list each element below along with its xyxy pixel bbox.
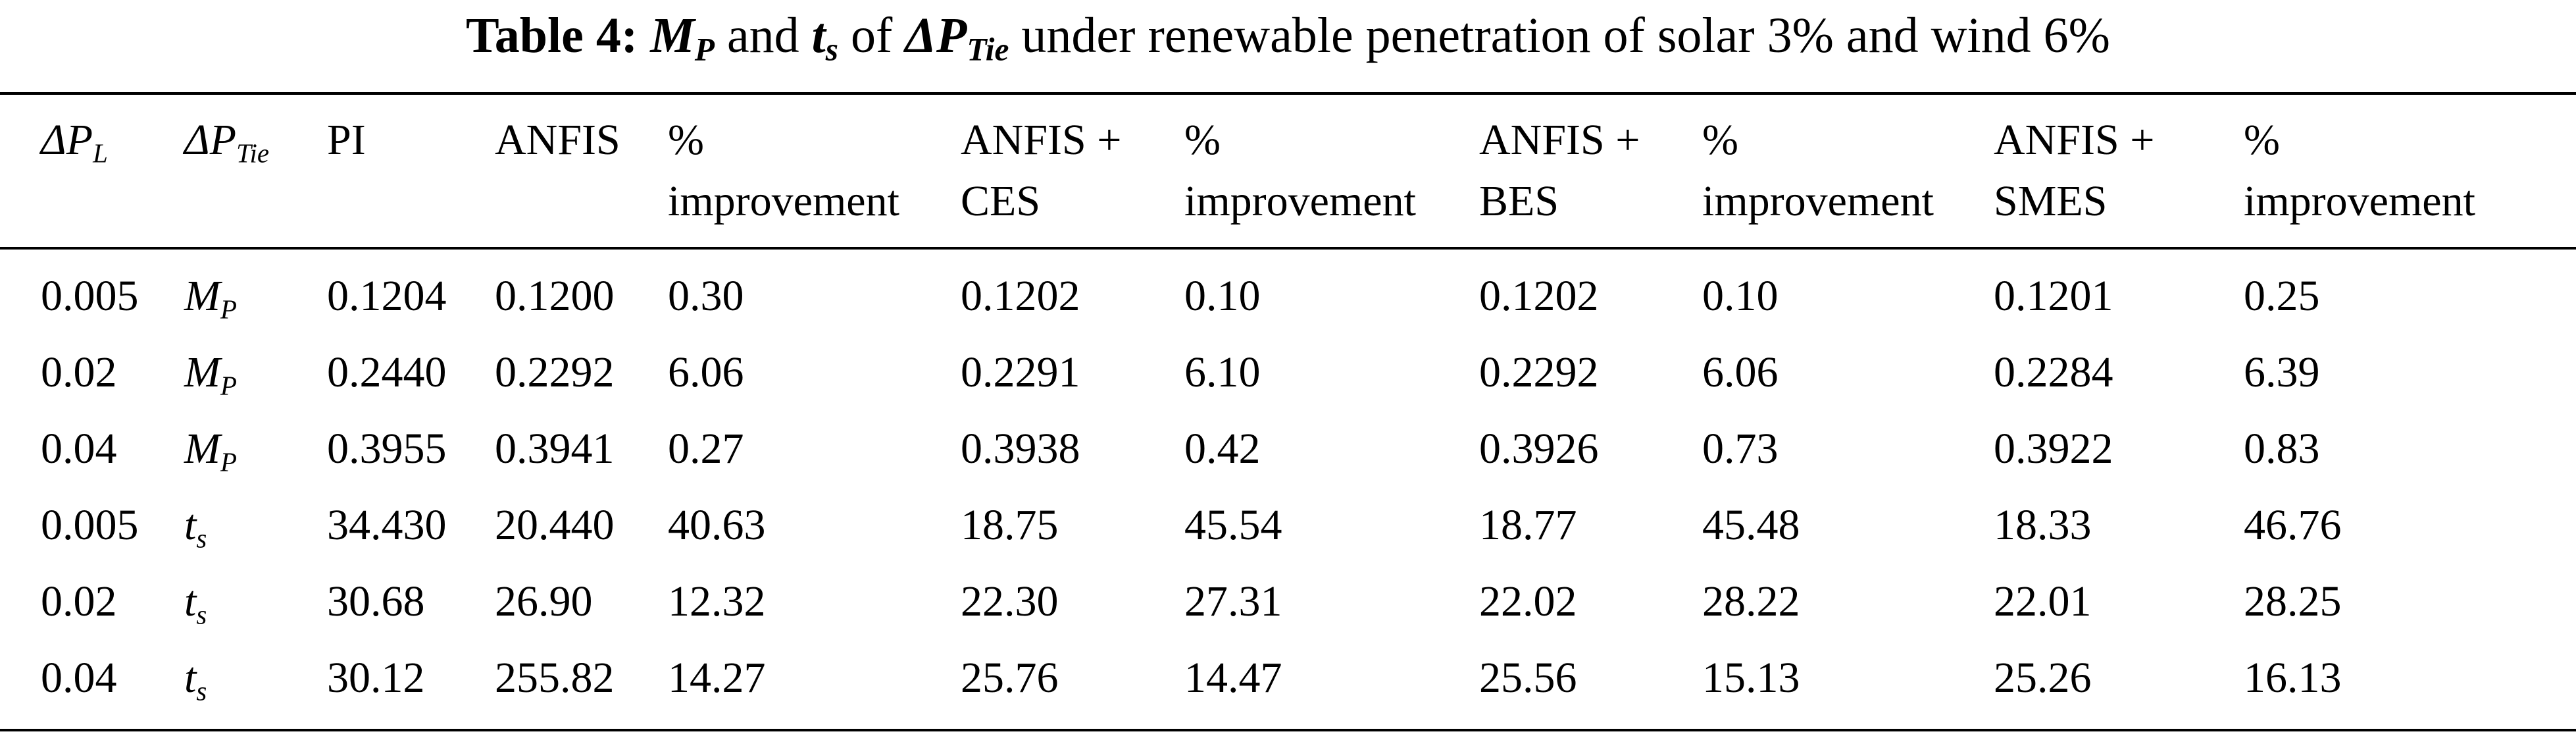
cell-anfis-smes: 22.01 [1994, 577, 2092, 625]
cell-delta-pl: 0.005 [41, 272, 139, 320]
table-top-rule [0, 92, 2576, 95]
caption-of: of [851, 8, 893, 63]
cell-anfis-bes: 25.56 [1479, 654, 1577, 702]
cell-metric: MP [184, 425, 237, 477]
cell-anfis-smes: 0.3922 [1994, 425, 2113, 473]
header-delta-pl: ΔPL [41, 116, 108, 169]
caption-ts: ts [811, 8, 839, 68]
header-improvement-4-line2: improvement [2244, 177, 2475, 225]
table-header-rule [0, 247, 2576, 250]
cell-anfis-bes: 0.1202 [1479, 272, 1599, 320]
cell-pi: 0.3955 [327, 425, 447, 473]
cell-pi: 30.12 [327, 654, 425, 702]
cell-pi: 30.68 [327, 577, 425, 625]
cell-pi: 0.2440 [327, 348, 447, 396]
table-caption: Table 4: MP and ts of ΔPTie under renewa… [0, 3, 2576, 82]
cell-metric: MP [184, 348, 237, 401]
header-anfis-smes-line1: ANFIS + [1994, 116, 2155, 164]
cell-improvement-4: 6.39 [2244, 348, 2320, 396]
cell-anfis: 20.440 [495, 501, 615, 549]
cell-improvement-3: 15.13 [1702, 654, 1800, 702]
header-anfis-ces-line1: ANFIS + [961, 116, 1122, 164]
cell-pi: 34.430 [327, 501, 447, 549]
cell-anfis-ces: 22.30 [961, 577, 1059, 625]
header-improvement-4-line1: % [2244, 116, 2280, 164]
cell-metric: MP [184, 272, 237, 325]
cell-improvement-1: 0.27 [668, 425, 744, 473]
cell-improvement-2: 6.10 [1184, 348, 1261, 396]
cell-anfis-ces: 0.1202 [961, 272, 1080, 320]
cell-anfis-bes: 0.2292 [1479, 348, 1599, 396]
cell-improvement-1: 0.30 [668, 272, 744, 320]
header-improvement-1-line2: improvement [668, 177, 899, 225]
cell-pi: 0.1204 [327, 272, 447, 320]
cell-anfis-bes: 18.77 [1479, 501, 1577, 549]
cell-anfis-bes: 22.02 [1479, 577, 1577, 625]
cell-anfis-bes: 0.3926 [1479, 425, 1599, 473]
cell-improvement-4: 0.25 [2244, 272, 2320, 320]
cell-metric: ts [184, 654, 207, 706]
cell-delta-pl: 0.02 [41, 577, 117, 625]
cell-anfis: 0.2292 [495, 348, 615, 396]
cell-improvement-2: 45.54 [1184, 501, 1282, 549]
cell-improvement-3: 45.48 [1702, 501, 1800, 549]
caption-dptie: ΔPTie [905, 8, 1009, 68]
cell-delta-pl: 0.02 [41, 348, 117, 396]
cell-delta-pl: 0.04 [41, 425, 117, 473]
cell-improvement-1: 40.63 [668, 501, 766, 549]
header-improvement-3-line1: % [1702, 116, 1738, 164]
caption-and: and [726, 8, 799, 63]
cell-anfis-ces: 18.75 [961, 501, 1059, 549]
header-anfis-bes-line2: BES [1479, 177, 1559, 225]
cell-metric: ts [184, 577, 207, 630]
cell-improvement-2: 0.42 [1184, 425, 1261, 473]
caption-mp: MP [650, 8, 715, 68]
cell-anfis-smes: 0.1201 [1994, 272, 2113, 320]
header-improvement-2-line2: improvement [1184, 177, 1416, 225]
cell-anfis-ces: 0.2291 [961, 348, 1080, 396]
header-anfis-bes-line1: ANFIS + [1479, 116, 1640, 164]
cell-improvement-1: 14.27 [668, 654, 766, 702]
header-anfis-ces-line2: CES [961, 177, 1041, 225]
cell-improvement-4: 0.83 [2244, 425, 2320, 473]
cell-improvement-3: 0.10 [1702, 272, 1779, 320]
header-improvement-1-line1: % [668, 116, 704, 164]
header-anfis: ANFIS [495, 116, 620, 164]
cell-anfis-smes: 25.26 [1994, 654, 2092, 702]
cell-anfis-ces: 0.3938 [961, 425, 1080, 473]
cell-anfis-ces: 25.76 [961, 654, 1059, 702]
cell-improvement-1: 12.32 [668, 577, 766, 625]
header-improvement-2-line1: % [1184, 116, 1221, 164]
cell-improvement-4: 16.13 [2244, 654, 2342, 702]
table-bottom-rule [0, 729, 2576, 731]
cell-anfis: 255.82 [495, 654, 615, 702]
header-improvement-3-line2: improvement [1702, 177, 1934, 225]
caption-rest: under renewable penetration of solar 3% … [1021, 8, 2110, 63]
cell-improvement-2: 27.31 [1184, 577, 1282, 625]
cell-anfis: 0.1200 [495, 272, 615, 320]
cell-metric: ts [184, 501, 207, 554]
cell-improvement-3: 6.06 [1702, 348, 1779, 396]
cell-anfis-smes: 18.33 [1994, 501, 2092, 549]
cell-delta-pl: 0.005 [41, 501, 139, 549]
caption-label: Table 4: [466, 8, 638, 63]
header-delta-ptie: ΔPTie [184, 116, 270, 169]
cell-improvement-3: 0.73 [1702, 425, 1779, 473]
header-anfis-smes-line2: SMES [1994, 177, 2108, 225]
cell-anfis: 26.90 [495, 577, 593, 625]
cell-anfis-smes: 0.2284 [1994, 348, 2113, 396]
cell-improvement-1: 6.06 [668, 348, 744, 396]
cell-improvement-3: 28.22 [1702, 577, 1800, 625]
cell-improvement-2: 14.47 [1184, 654, 1282, 702]
cell-improvement-4: 28.25 [2244, 577, 2342, 625]
cell-anfis: 0.3941 [495, 425, 615, 473]
cell-improvement-4: 46.76 [2244, 501, 2342, 549]
header-pi: PI [327, 116, 366, 164]
cell-delta-pl: 0.04 [41, 654, 117, 702]
cell-improvement-2: 0.10 [1184, 272, 1261, 320]
